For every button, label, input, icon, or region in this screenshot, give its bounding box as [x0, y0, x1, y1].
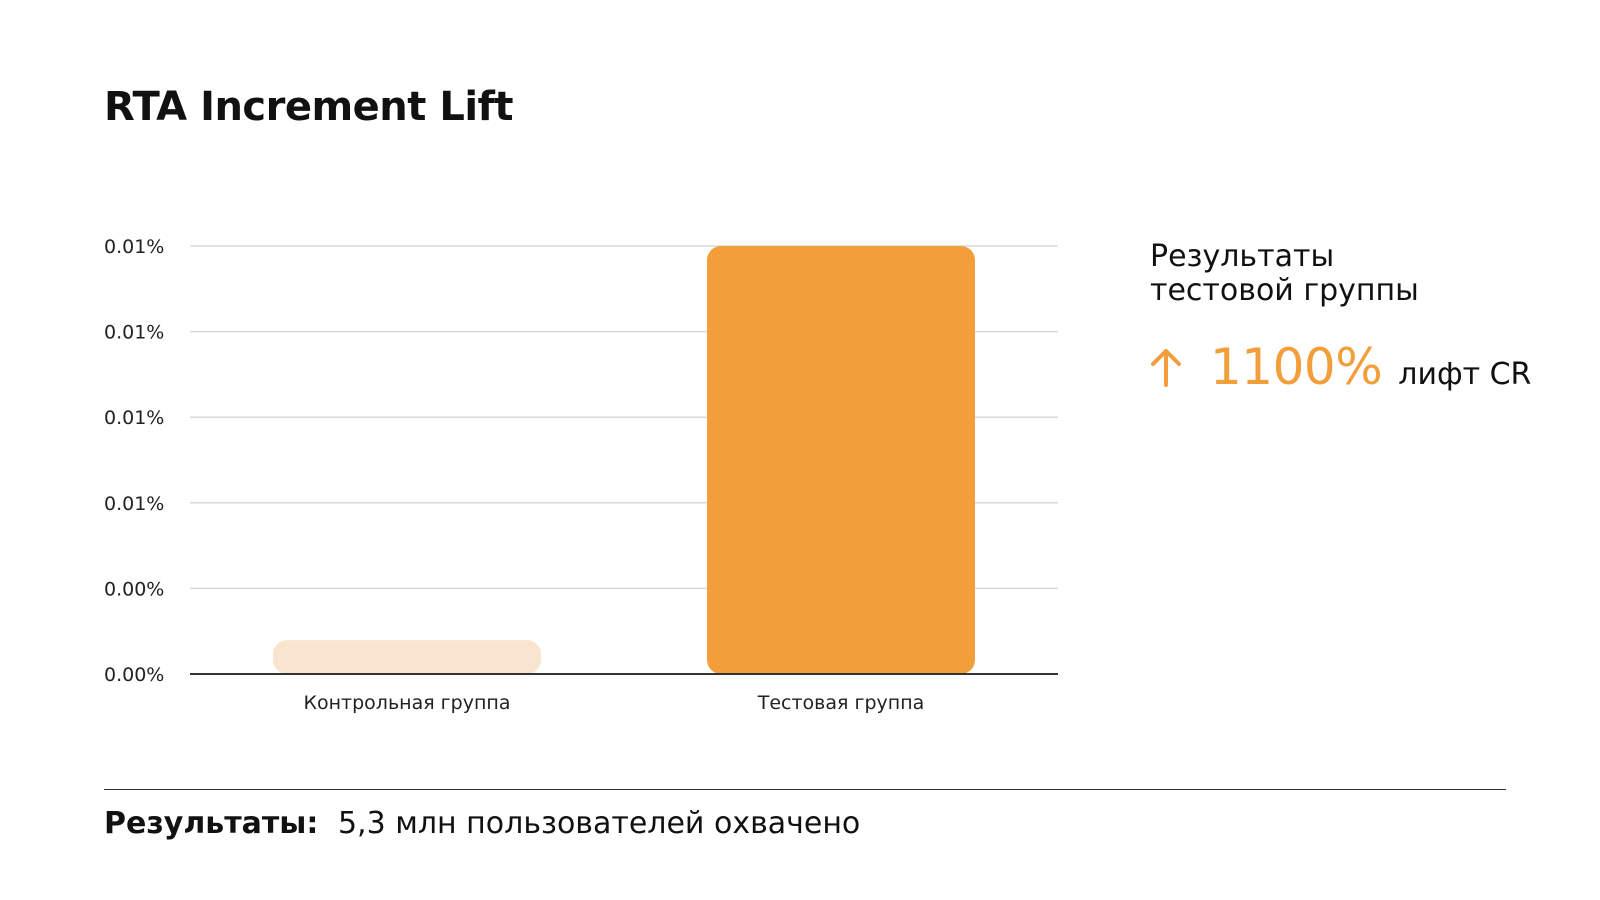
y-tick-label: 0.01%	[104, 493, 164, 515]
side-panel-heading: Результаты тестовой группы	[1150, 240, 1510, 308]
lift-metric: 1100% лифт CR	[1148, 338, 1531, 396]
side-heading-line2: тестовой группы	[1150, 273, 1419, 308]
y-tick-label: 0.00%	[104, 664, 164, 686]
arrow-up-icon	[1151, 349, 1181, 387]
footer-label: Результаты:	[104, 806, 319, 841]
x-category-label: Контрольная группа	[304, 692, 511, 714]
lift-label: лифт CR	[1398, 357, 1532, 392]
y-tick-label: 0.01%	[104, 407, 164, 429]
footer-text: 5,3 млн пользователей охвачено	[337, 806, 861, 841]
y-tick-label: 0.01%	[104, 322, 164, 344]
footer-summary: Результаты: 5,3 млн пользователей охваче…	[104, 806, 860, 841]
y-tick-label: 0.01%	[104, 236, 164, 258]
footer-divider	[104, 789, 1506, 790]
bar-test	[707, 246, 975, 674]
side-heading-line1: Результаты	[1150, 239, 1335, 274]
x-category-label: Тестовая группа	[757, 692, 925, 714]
chart-title: RTA Increment Lift	[104, 84, 514, 130]
bar-control	[273, 640, 541, 674]
lift-value: 1100%	[1210, 338, 1383, 396]
bar-chart: 0.00% 0.00% 0.01% 0.01% 0.01% 0.01% Контрольна…	[104, 236, 1058, 714]
y-tick-label: 0.00%	[104, 578, 164, 600]
